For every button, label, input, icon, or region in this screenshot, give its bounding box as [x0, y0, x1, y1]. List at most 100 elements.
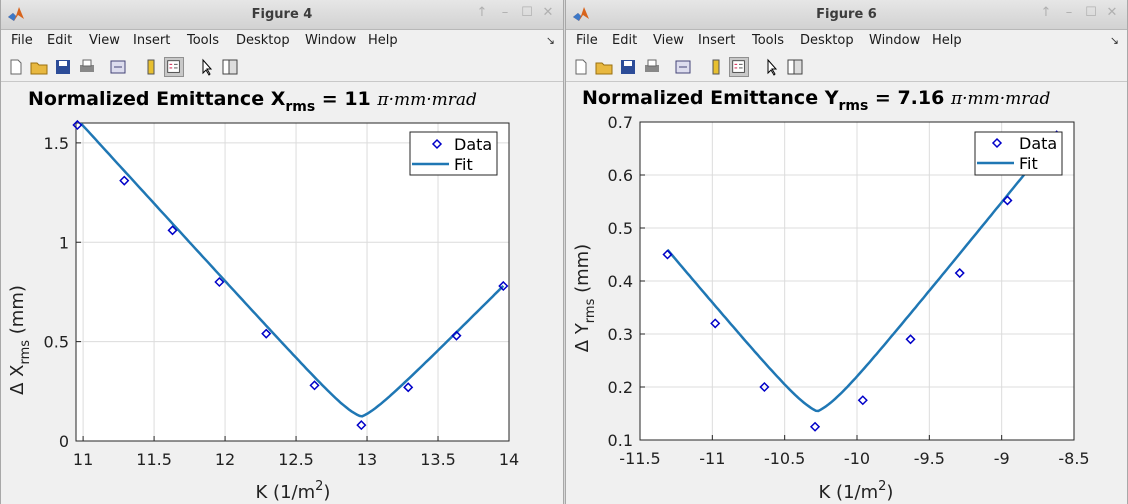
minimize-button[interactable]: –	[501, 5, 509, 20]
colorbar-icon[interactable]	[141, 57, 161, 77]
maximize-button[interactable]: ☐	[521, 5, 533, 20]
dock-arrow-icon[interactable]: ↘	[1109, 34, 1119, 47]
data-point	[356, 420, 367, 431]
menu-insert[interactable]: Insert	[698, 33, 736, 48]
y-tick-label: 0.1	[608, 431, 633, 450]
data-point	[261, 328, 272, 339]
menu-desktop[interactable]: Desktop	[236, 33, 290, 48]
print-icon[interactable]	[77, 57, 97, 77]
pointer-icon[interactable]	[762, 57, 782, 77]
menu-window[interactable]: Window	[305, 33, 357, 48]
y-tick-label: 0.7	[608, 113, 633, 132]
new-file-icon[interactable]	[6, 57, 26, 77]
data-point	[403, 382, 414, 393]
y-tick-label: 0.2	[608, 378, 633, 397]
legend-icon[interactable]	[729, 57, 749, 77]
legend-data-marker	[431, 138, 443, 150]
x-tick-label: -11.5	[619, 449, 660, 468]
matlab-icon	[573, 7, 589, 21]
legend[interactable]: Data Fit	[409, 131, 498, 176]
data-point	[309, 380, 320, 391]
data-point	[72, 119, 83, 131]
property-editor-icon[interactable]	[785, 57, 805, 77]
x-tick-label: -11	[699, 449, 725, 468]
y-tick-label: 0.5	[608, 219, 633, 238]
menu-edit[interactable]: Edit	[47, 33, 73, 48]
menu-tools[interactable]: Tools	[187, 33, 220, 48]
x-tick-label: -10	[844, 449, 870, 468]
figure-window-4: Figure 4 ↑ – ☐ ✕ File Edit View Insert T…	[0, 0, 564, 504]
open-folder-icon[interactable]	[29, 57, 49, 77]
menu-file[interactable]: File	[576, 33, 598, 48]
menu-help[interactable]: Help	[932, 33, 962, 48]
figure-toolbar	[566, 53, 1127, 82]
x-tick-label: -10.5	[764, 449, 805, 468]
x-tick-label: 14	[499, 450, 519, 469]
save-icon[interactable]	[618, 57, 638, 77]
fit-line	[666, 133, 1058, 413]
pin-icon[interactable]: ↑	[476, 5, 488, 20]
y-tick-label: 0.4	[608, 272, 633, 291]
menu-window[interactable]: Window	[869, 33, 921, 48]
data-point	[662, 249, 673, 260]
pin-icon[interactable]: ↑	[1040, 5, 1052, 20]
maximize-button[interactable]: ☐	[1085, 5, 1097, 20]
save-icon[interactable]	[53, 57, 73, 77]
close-button[interactable]: ✕	[1106, 5, 1118, 20]
legend-fit-label: Fit	[454, 155, 473, 174]
data-point	[857, 395, 868, 406]
menu-desktop[interactable]: Desktop	[800, 33, 854, 48]
y-tick-label: 0	[59, 432, 69, 451]
chart-title: Normalized Emittance Xrms = 11 π·mm·mrad	[28, 88, 477, 115]
figure-toolbar	[1, 53, 563, 82]
menu-file[interactable]: File	[11, 33, 33, 48]
data-point	[809, 421, 821, 432]
data-point	[759, 381, 770, 393]
plot-area[interactable]: Normalized Emittance Xrms = 11 π·mm·mrad…	[1, 82, 563, 504]
figure-window-6: Figure 6 ↑ – ☐ ✕ File Edit View Insert T…	[565, 0, 1128, 504]
minimize-button[interactable]: –	[1065, 5, 1073, 20]
menu-view[interactable]: View	[653, 33, 684, 48]
window-titlebar[interactable]: Figure 6 ↑ – ☐ ✕	[566, 0, 1127, 30]
chart-title: Normalized Emittance Yrms = 7.16 π·mm·mr…	[582, 87, 1051, 114]
data-point	[119, 175, 130, 186]
new-file-icon[interactable]	[571, 57, 591, 77]
data-point	[498, 280, 509, 292]
y-tick-label: 0.5	[44, 333, 69, 352]
data-point	[214, 276, 225, 288]
link-icon[interactable]	[108, 57, 128, 77]
legend-data-label: Data	[1019, 134, 1057, 153]
menu-view[interactable]: View	[89, 33, 120, 48]
x-tick-label: 13.5	[420, 450, 456, 469]
colorbar-icon[interactable]	[706, 57, 726, 77]
fit-line	[78, 123, 505, 418]
y-tick-label: 1	[59, 233, 69, 252]
menu-insert[interactable]: Insert	[133, 33, 171, 48]
property-editor-icon[interactable]	[220, 57, 240, 77]
y-axis-label: Δ Xrms (mm)	[7, 285, 33, 395]
legend[interactable]: Data Fit	[974, 131, 1063, 176]
link-icon[interactable]	[673, 57, 693, 77]
menu-bar: File Edit View Insert Tools Desktop Wind…	[566, 30, 1127, 52]
window-titlebar[interactable]: Figure 4 ↑ – ☐ ✕	[1, 0, 563, 30]
pointer-icon[interactable]	[197, 57, 217, 77]
window-title: Figure 4	[251, 7, 313, 22]
legend-data-marker	[991, 137, 1003, 149]
data-point	[954, 267, 965, 279]
menu-help[interactable]: Help	[368, 33, 398, 48]
plot-area[interactable]: Normalized Emittance Yrms = 7.16 π·mm·mr…	[566, 82, 1127, 504]
menu-tools[interactable]: Tools	[752, 33, 785, 48]
print-icon[interactable]	[642, 57, 662, 77]
menu-edit[interactable]: Edit	[612, 33, 638, 48]
close-button[interactable]: ✕	[542, 5, 554, 20]
x-axis-label: K (1/m2)	[819, 479, 894, 503]
axes-background	[76, 123, 509, 441]
dock-arrow-icon[interactable]: ↘	[545, 34, 555, 47]
open-folder-icon[interactable]	[594, 57, 614, 77]
legend-data-label: Data	[454, 135, 492, 154]
y-tick-label: 0.6	[608, 166, 633, 185]
data-point	[451, 330, 462, 341]
y-tick-label: 1.5	[44, 134, 69, 153]
x-tick-label: 12.5	[278, 450, 314, 469]
legend-icon[interactable]	[164, 57, 184, 77]
